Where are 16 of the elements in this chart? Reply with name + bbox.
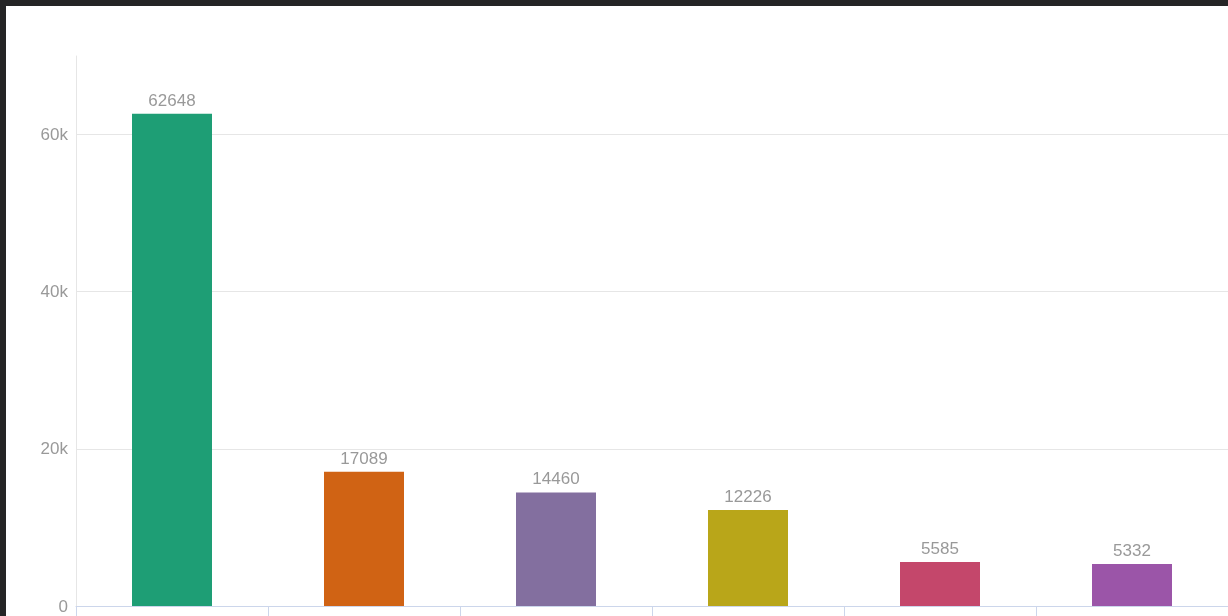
- bar: [1092, 564, 1172, 606]
- y-tick-label: 0: [58, 596, 68, 616]
- data-label: 5332: [1113, 541, 1151, 561]
- bar: [900, 562, 980, 606]
- data-label: 17089: [340, 448, 388, 468]
- data-label: 14460: [532, 469, 580, 489]
- bar: [708, 509, 788, 606]
- data-label: 62648: [148, 90, 196, 110]
- y-tick-label: 60k: [40, 125, 69, 145]
- data-label: 5585: [921, 539, 959, 559]
- data-label: 12226: [724, 486, 772, 506]
- bar: [516, 492, 596, 606]
- bar: [132, 113, 212, 606]
- bar: [324, 471, 404, 606]
- y-tick-label: 40k: [40, 282, 69, 302]
- y-tick-label: 20k: [40, 439, 69, 459]
